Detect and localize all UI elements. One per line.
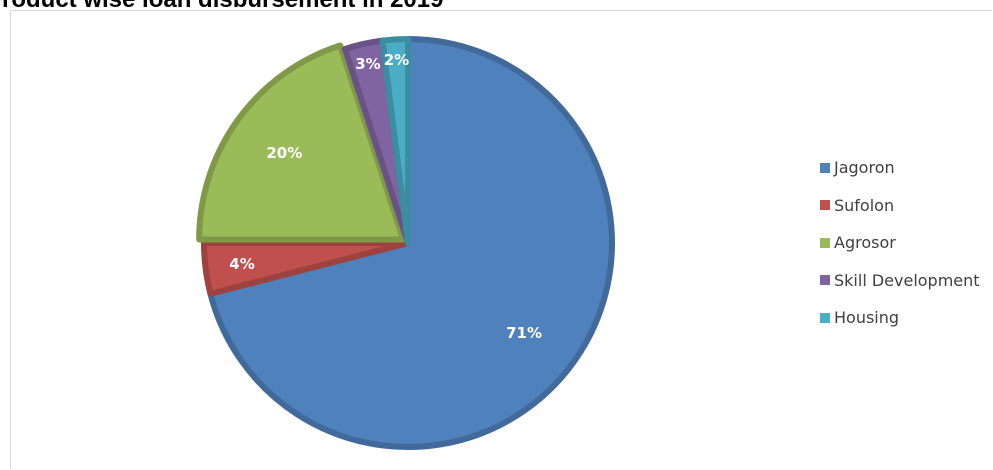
chart-frame xyxy=(10,10,992,469)
legend-item-agrosor: Agrosor xyxy=(820,230,980,255)
legend: Jagoron Sufolon Agrosor Skill Development Ho… xyxy=(820,155,980,343)
legend-swatch xyxy=(820,162,830,173)
legend-label: Jagoron xyxy=(834,158,895,177)
legend-label: Skill Development xyxy=(834,270,980,290)
legend-swatch xyxy=(820,200,830,210)
data-label-skill-development: 3% xyxy=(355,55,380,73)
legend-label: Agrosor xyxy=(834,233,896,252)
legend-swatch xyxy=(820,237,830,248)
data-label-housing: 2% xyxy=(384,51,409,69)
pie-slice-jagoron xyxy=(207,36,615,450)
legend-label: Sufolon xyxy=(834,195,895,215)
pie-slice-housing xyxy=(379,36,411,246)
data-label-sufolon: 4% xyxy=(229,255,254,273)
pie-slice-sufolon xyxy=(201,240,411,297)
data-label-jagoron: 71% xyxy=(506,324,542,342)
data-label-agrosor: 20% xyxy=(266,144,302,162)
chart-title: roduct wise loan disbursement in 2019 xyxy=(2,0,443,14)
legend-item-housing: Housing xyxy=(820,305,980,330)
legend-swatch xyxy=(820,312,830,323)
legend-item-jagoron: Jagoron xyxy=(820,155,980,180)
legend-item-sufolon: Sufolon xyxy=(820,193,980,218)
legend-swatch xyxy=(820,275,830,285)
legend-item-skill-development: Skill Development xyxy=(820,268,980,293)
pie-slice-agrosor xyxy=(196,42,407,243)
legend-label: Housing xyxy=(834,308,900,327)
